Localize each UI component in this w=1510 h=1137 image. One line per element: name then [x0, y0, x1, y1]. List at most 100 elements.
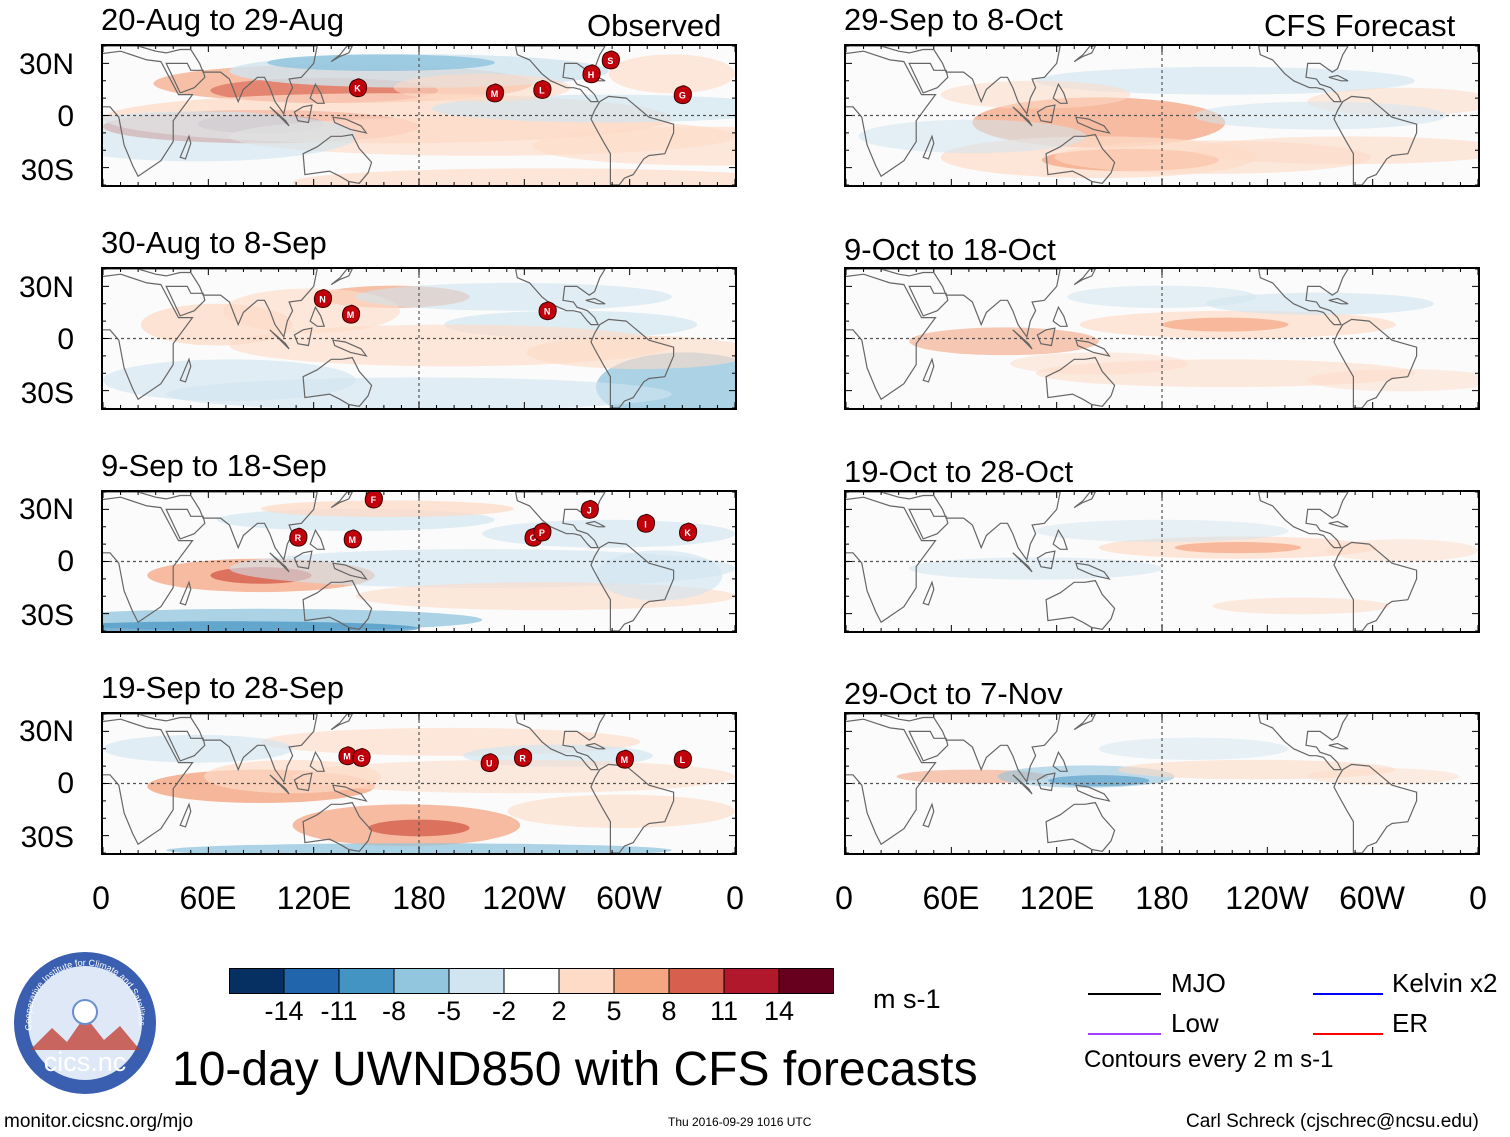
panel-title: 19-Sep to 28-Sep — [101, 670, 345, 705]
anomaly-area — [1174, 542, 1302, 554]
colorbar-swatch — [449, 968, 505, 994]
storm-marker: M — [615, 749, 634, 769]
footer-author: Carl Schreck (cjschrec@ncsu.edu) — [1186, 1111, 1479, 1132]
map-panel-forecast-3 — [844, 490, 1480, 633]
anomaly-area — [1035, 66, 1415, 95]
storm-marker: S — [601, 50, 620, 70]
colorbar-swatch — [669, 968, 725, 994]
panel-title: 9-Oct to 18-Oct — [844, 232, 1056, 267]
panel-title: 29-Oct to 7-Nov — [844, 676, 1063, 711]
svg-text:M: M — [343, 752, 351, 762]
colorbar-label: -8 — [381, 996, 406, 1026]
anomaly-area — [909, 557, 1162, 580]
storm-marker: F — [364, 492, 383, 509]
colorbar-swatch — [724, 968, 780, 994]
map-panel-forecast-4 — [844, 712, 1480, 855]
x-label: 0 — [835, 880, 853, 916]
colorbar-label: -5 — [436, 996, 461, 1026]
anomaly-area — [393, 73, 571, 102]
storm-marker: M — [485, 83, 505, 103]
anomaly-area — [1098, 737, 1289, 760]
svg-text:F: F — [371, 495, 377, 505]
observed-heading: Observed — [587, 8, 722, 43]
storm-marker: M — [341, 304, 361, 324]
svg-text:L: L — [680, 755, 686, 765]
anomaly-area — [1067, 285, 1257, 308]
svg-text:K: K — [684, 528, 691, 538]
panel-title: 30-Aug to 8-Sep — [101, 225, 327, 260]
storm-marker: K — [348, 78, 368, 98]
colorbar-label: 14 — [763, 996, 795, 1026]
colorbar-swatch — [229, 968, 285, 994]
x-label: 120W — [482, 880, 566, 916]
colorbar-swatch — [284, 968, 340, 994]
colorbar-label: 5 — [606, 996, 622, 1026]
anomaly-area — [482, 519, 735, 548]
x-label: 120E — [1019, 880, 1095, 916]
y-label-eq: 0 — [57, 323, 74, 356]
svg-text:G: G — [358, 753, 365, 763]
svg-text:G: G — [679, 91, 686, 101]
x-label: 0 — [1469, 880, 1487, 916]
svg-text:R: R — [519, 753, 526, 763]
svg-text:R: R — [295, 533, 302, 543]
legend-swatch-low — [1088, 1022, 1161, 1035]
y-label-30s: 30S — [20, 377, 74, 410]
storm-marker: K — [679, 522, 698, 542]
colorbar-label: -14 — [264, 996, 304, 1026]
x-label: 120E — [276, 880, 352, 916]
x-label: 60E — [179, 880, 237, 916]
colorbar-swatch — [339, 968, 395, 994]
storm-marker: M — [343, 529, 362, 549]
map-panel-forecast-2 — [844, 267, 1480, 410]
anomaly-area — [1307, 369, 1478, 392]
svg-text:I: I — [644, 519, 647, 529]
anomaly-area — [292, 168, 735, 185]
anomaly-area — [858, 119, 1087, 154]
svg-text:M: M — [349, 535, 357, 545]
legend-label-kelvin: Kelvin x2 — [1392, 968, 1498, 998]
y-label-30n: 30N — [18, 715, 74, 748]
svg-text:U: U — [486, 759, 493, 769]
legend-label-er: ER — [1392, 1008, 1429, 1038]
x-label: 180 — [1135, 880, 1189, 916]
y-label-eq: 0 — [57, 767, 74, 800]
colorbar-units: m s-1 — [873, 984, 941, 1014]
colorbar-swatch — [559, 968, 615, 994]
x-label: 60W — [596, 880, 662, 916]
x-label: 0 — [92, 880, 110, 916]
y-label-30n: 30N — [18, 48, 74, 81]
panel-title: 29-Sep to 8-Oct — [844, 2, 1063, 37]
y-label-30s: 30S — [20, 154, 74, 187]
colorbar-swatch — [504, 968, 560, 994]
storm-marker: J — [580, 499, 599, 519]
anomaly-area — [103, 621, 419, 631]
footer-url[interactable]: monitor.cicsnc.org/mjo — [4, 1111, 194, 1132]
anomaly-area — [532, 126, 735, 166]
x-label: 120W — [1225, 880, 1309, 916]
storm-marker: L — [673, 749, 692, 769]
anomaly-area — [368, 819, 470, 837]
y-label-eq: 0 — [57, 100, 74, 133]
storm-marker: L — [533, 79, 552, 99]
anomaly-area — [1307, 768, 1460, 785]
anomaly-area — [595, 550, 723, 601]
logo-graphic: Cooperative Institute for Climate and Sa… — [14, 952, 156, 1094]
legend-swatch-er — [1313, 1022, 1383, 1035]
anomaly-area — [1048, 775, 1150, 787]
legend-label-low: Low — [1171, 1008, 1219, 1038]
anomaly-area — [267, 54, 495, 72]
anomaly-area — [1206, 292, 1434, 315]
storm-marker: N — [313, 289, 333, 309]
footer-timestamp: Thu 2016-09-29 1016 UTC — [668, 1115, 812, 1129]
x-label: 180 — [392, 880, 446, 916]
storm-marker: U — [480, 753, 499, 773]
anomaly-area — [103, 734, 293, 763]
svg-text:M: M — [491, 89, 499, 99]
anomaly-area — [1212, 597, 1390, 615]
storm-marker: P — [533, 522, 552, 542]
colorbar-swatches — [229, 968, 835, 994]
y-label-30s: 30S — [20, 821, 74, 854]
y-label-eq: 0 — [57, 545, 74, 578]
